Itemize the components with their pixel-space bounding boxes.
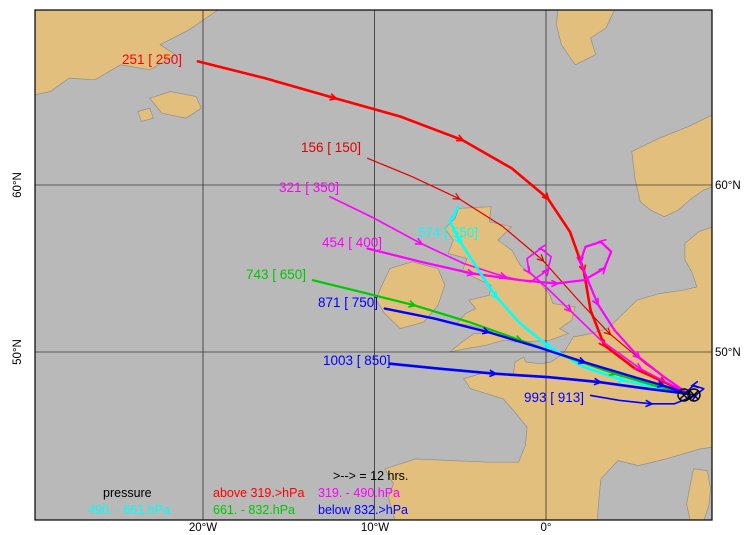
y-tick-left-50n: 50°N [12,339,24,365]
trajectory-layer [196,60,705,408]
arrowhead-icon [414,237,424,245]
arrival-marker [677,388,701,402]
trajectory-label-350hpa: 321 [ 350] [279,180,339,195]
legend-entry-490-661: 490. - 661.hPa [88,503,170,517]
arrival-circle [687,388,701,402]
trajectory-labels: 251 [ 250] 156 [ 150] 321 [ 350] 454 [ 4… [122,52,584,405]
trajectory-path [448,205,690,396]
arrowhead-icon [536,254,545,263]
trajectory-path [383,307,690,395]
arrival-cross [679,390,689,400]
arrowhead-icon [593,377,603,386]
trajectory-label-150hpa: 156 [ 150] [301,140,361,155]
land-continental-europe [384,226,712,520]
trajectory-label-250hpa: 251 [ 250] [122,52,182,67]
trajectory-label-750hpa: 871 [ 750] [318,295,378,310]
land-corsica-sardinia [686,468,711,520]
land-iceland-west [137,107,154,122]
arrowhead-icon [466,268,476,277]
land-ireland [375,261,446,329]
arrival-circle [677,388,691,402]
trajectory-path [329,195,690,395]
arrowhead-icon [541,267,550,277]
arrowhead-icon [576,256,584,266]
x-tick-20w: 20°W [189,522,217,534]
arrowhead-icon [408,300,418,308]
arrowhead-icon [603,327,612,336]
legend-arrow-note: >--> = 12 hrs. [333,469,408,483]
arrowhead-icon [489,369,498,378]
arrowhead-icon [632,350,642,360]
trajectory-label-913hpa: 993 [ 913] [524,390,584,405]
y-tick-right-50n: 50°N [715,347,741,359]
arrowhead-icon [543,341,553,349]
trajectory-path [367,157,689,395]
trajectory-path [196,60,690,396]
x-tick-0: 0° [541,522,552,534]
trajectory-label-850hpa: 1003 [ 850] [323,353,391,368]
arrowhead-icon [597,238,607,247]
land-norway-north [555,10,615,66]
arrowhead-icon [656,380,666,388]
map-frame [34,9,713,521]
arrowhead-icon [550,279,560,288]
trajectory-label-550hpa: 574 [ 550] [418,225,478,240]
arrowhead-icon [634,362,644,371]
arrowhead-icon [452,192,462,200]
arrival-cross [689,390,699,400]
trajectory-path [388,362,690,396]
legend-entry-319-490: 319. - 490.hPa [318,486,400,500]
arrowhead-icon [329,93,339,101]
legend-entry-661-832: 661. - 832.hPa [213,503,295,517]
grid-lines [35,10,712,520]
trajectory-label-400hpa: 454 [ 400] [322,235,382,250]
legend-title: pressure [103,486,152,500]
y-tick-left-60n: 60°N [12,172,24,198]
x-tick-10w: 10°W [361,522,389,534]
legend-entry-below-832: below 832.>hPa [318,503,408,517]
arrowhead-icon [689,393,699,402]
land-norway [631,114,712,218]
arrowhead-icon [591,297,600,307]
arrowhead-icon [577,356,587,365]
arrowhead-icon [490,290,499,300]
arrowhead-icon [598,266,607,275]
y-tick-right-60n: 60°N [715,180,741,192]
arrowhead-icon [563,304,573,313]
arrowhead-icon [617,375,627,384]
arrowhead-icon [690,380,700,389]
legend: >--> = 12 hrs. pressure above 319.>hPa 3… [88,469,408,517]
land-iceland [149,91,202,119]
arrowhead-icon [454,235,462,245]
arrowhead-icon [456,134,466,142]
arrowhead-icon [537,244,547,253]
arrowhead-icon [481,326,491,335]
axis-labels: 20°W 10°W 0° 60°N 50°N 60°N 50°N [12,172,741,534]
arrowhead-icon [541,192,550,201]
trajectory-label-650hpa: 743 [ 650] [246,267,306,282]
land-greenland [35,10,219,96]
arrowhead-icon [645,399,654,408]
arrowhead-icon [523,265,531,275]
legend-entry-above-319: above 319.>hPa [213,486,304,500]
